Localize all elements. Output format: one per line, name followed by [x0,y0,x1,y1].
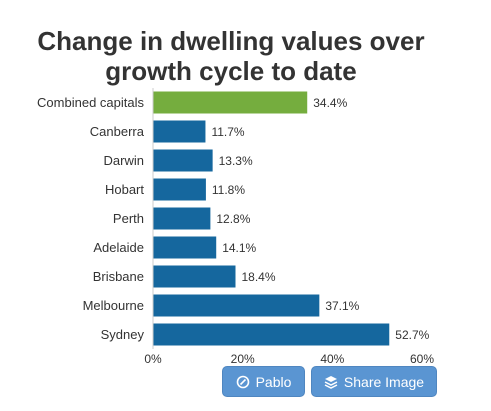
data-label: 18.4% [241,270,275,284]
category-label: Brisbane [93,269,144,284]
x-tick-label: 60% [410,352,434,366]
category-label: Combined capitals [37,95,144,110]
bar [153,323,390,346]
x-tick-label: 20% [231,352,255,366]
share-image-button[interactable]: Share Image [311,366,437,397]
bar [153,207,211,230]
category-label: Melbourne [83,298,144,313]
pablo-button-label: Pablo [255,373,292,390]
data-label: 11.7% [211,125,244,139]
category-label: Adelaide [93,240,144,255]
data-label: 37.1% [325,299,359,313]
layers-icon [324,375,338,389]
data-label: 13.3% [219,154,253,168]
data-label: 14.1% [222,241,256,255]
bar [153,265,236,288]
bar [153,294,320,317]
category-label: Darwin [104,153,144,168]
pablo-icon [236,375,250,389]
bar [153,120,206,143]
pablo-button[interactable]: Pablo [222,366,305,397]
bar [153,149,213,172]
x-tick-label: 0% [144,352,162,366]
x-tick-label: 40% [320,352,344,366]
chart-title-line-2: growth cycle to date [105,56,357,86]
category-label: Sydney [101,327,145,342]
data-label: 12.8% [216,212,250,226]
bar [153,91,308,114]
bar [153,178,206,201]
category-label: Perth [113,211,144,226]
data-label: 52.7% [395,328,429,342]
data-label: 34.4% [313,96,347,110]
bar [153,236,217,259]
category-label: Canberra [90,124,145,139]
chart-title-line-1: Change in dwelling values over [37,26,425,56]
category-label: Hobart [105,182,144,197]
share-image-button-label: Share Image [343,373,425,390]
data-label: 11.8% [212,183,245,197]
chart-title: Change in dwelling values over growth cy… [0,26,462,86]
